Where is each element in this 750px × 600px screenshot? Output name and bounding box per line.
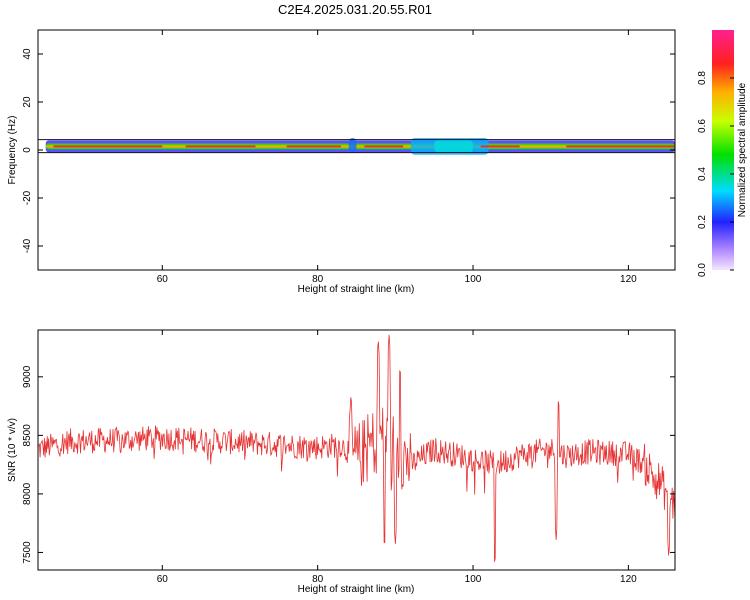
snr-panel: 60 80 100 120 7500 8000 8500 9000 Height of str… [7, 329, 676, 595]
spectrogram-hot-segment-1 [185, 145, 256, 148]
snr-marks [38, 334, 675, 562]
colorbar-tick-label-0.4: 0.4 [697, 167, 708, 181]
snr-ticks: 60 80 100 120 7500 8000 8500 9000 [22, 330, 675, 585]
snr-x-tick-label-60: 60 [157, 574, 169, 585]
spectrogram-hot-segment-4 [480, 145, 520, 148]
colorbar-tick-label-0.0: 0.0 [697, 263, 708, 277]
snr-series-line [38, 334, 675, 562]
figure-title: C2E4.2025.031.20.55.R01 [278, 2, 432, 17]
y-tick-label-40: 40 [22, 48, 33, 60]
snr-x-tick-label-100: 100 [465, 574, 482, 585]
colorbar-label: Normalized spectral amplitude [737, 82, 748, 217]
spectrogram-y-label: Frequency (Hz) [7, 116, 18, 185]
spectrogram-x-label: Height of straight line (km) [298, 284, 415, 295]
colorbar-ticks: 0.0 0.2 0.4 0.6 0.8 [697, 71, 734, 277]
y-tick-label--20: -20 [22, 190, 33, 205]
spectrogram-ticks: 60 80 100 120 -40 -20 0 20 40 [22, 30, 675, 285]
snr-y-tick-label-9000: 9000 [22, 365, 33, 388]
colorbar-tick-label-0.6: 0.6 [697, 119, 708, 133]
spectrogram-panel: 60 80 100 120 -40 -20 0 20 40 Height of straight… [7, 29, 676, 295]
colorbar: 0.0 0.2 0.4 0.6 0.8 Normalized spectral ampl… [697, 30, 748, 277]
x-tick-label-60: 60 [157, 274, 169, 285]
colorbar-tick-label-0.8: 0.8 [697, 71, 708, 85]
spectrogram-blob-2 [434, 140, 474, 153]
snr-x-tick-label-80: 80 [312, 574, 324, 585]
spectrogram-hot-segment-0 [53, 145, 163, 148]
colorbar-tick-label-0.2: 0.2 [697, 215, 708, 229]
spectrogram-hot-segment-2 [286, 145, 341, 148]
snr-x-label: Height of straight line (km) [298, 584, 415, 595]
spectrogram-hot-segment-5 [566, 145, 675, 148]
snr-x-tick-label-120: 120 [620, 574, 637, 585]
x-tick-label-100: 100 [465, 274, 482, 285]
spectrogram-blob-0 [348, 138, 357, 153]
x-tick-label-120: 120 [620, 274, 637, 285]
y-tick-label-0: 0 [22, 147, 33, 153]
snr-y-tick-label-8500: 8500 [22, 424, 33, 447]
snr-y-label: SNR (10 * v/v) [7, 418, 18, 482]
snr-y-tick-label-8000: 8000 [22, 482, 33, 505]
snr-frame [37, 329, 676, 571]
spectrogram-marks [38, 138, 675, 155]
y-tick-label--40: -40 [22, 238, 33, 253]
y-tick-label-20: 20 [22, 96, 33, 108]
spectrogram-hot-segment-3 [364, 145, 404, 148]
x-tick-label-80: 80 [312, 274, 324, 285]
snr-y-tick-label-7500: 7500 [22, 541, 33, 564]
colorbar-gradient [712, 30, 734, 270]
